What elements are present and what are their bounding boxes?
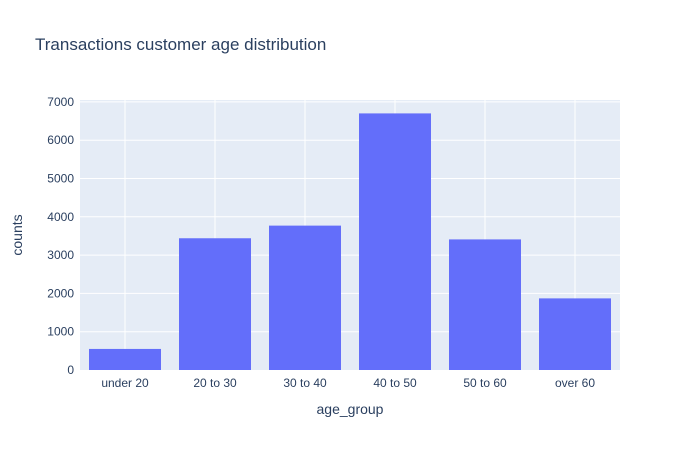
y-tick-label: 3000 [47, 248, 74, 262]
y-axis-title: counts [9, 214, 25, 255]
y-tick-label: 0 [67, 363, 74, 377]
x-tick-label: 20 to 30 [193, 376, 237, 390]
plot-area [80, 100, 620, 370]
x-tick-label: under 20 [101, 376, 149, 390]
y-tick-label: 4000 [47, 210, 74, 224]
x-axis-ticks: under 20 20 to 30 30 to 40 40 to 50 50 to 60… [101, 376, 595, 390]
y-tick-label: 2000 [47, 286, 74, 300]
x-tick-label: 40 to 50 [373, 376, 417, 390]
y-tick-label: 5000 [47, 172, 74, 186]
x-tick-label: 50 to 60 [463, 376, 507, 390]
bar-30-to-40[interactable] [269, 225, 341, 370]
bar-under-20[interactable] [89, 348, 161, 370]
y-axis-ticks: 0 1000 2000 3000 4000 5000 6000 7000 [47, 95, 74, 377]
y-tick-label: 1000 [47, 325, 74, 339]
bar-20-to-30[interactable] [179, 238, 251, 370]
x-axis-title: age_group [317, 401, 384, 417]
bars [89, 113, 611, 370]
bar-40-to-50[interactable] [359, 113, 431, 370]
x-tick-label: 30 to 40 [283, 376, 327, 390]
y-tick-label: 6000 [47, 133, 74, 147]
bar-over-60[interactable] [539, 298, 611, 370]
y-tick-label: 7000 [47, 95, 74, 109]
chart-title: Transactions customer age distribution [35, 35, 326, 54]
x-tick-label: over 60 [555, 376, 595, 390]
bar-50-to-60[interactable] [449, 239, 521, 370]
